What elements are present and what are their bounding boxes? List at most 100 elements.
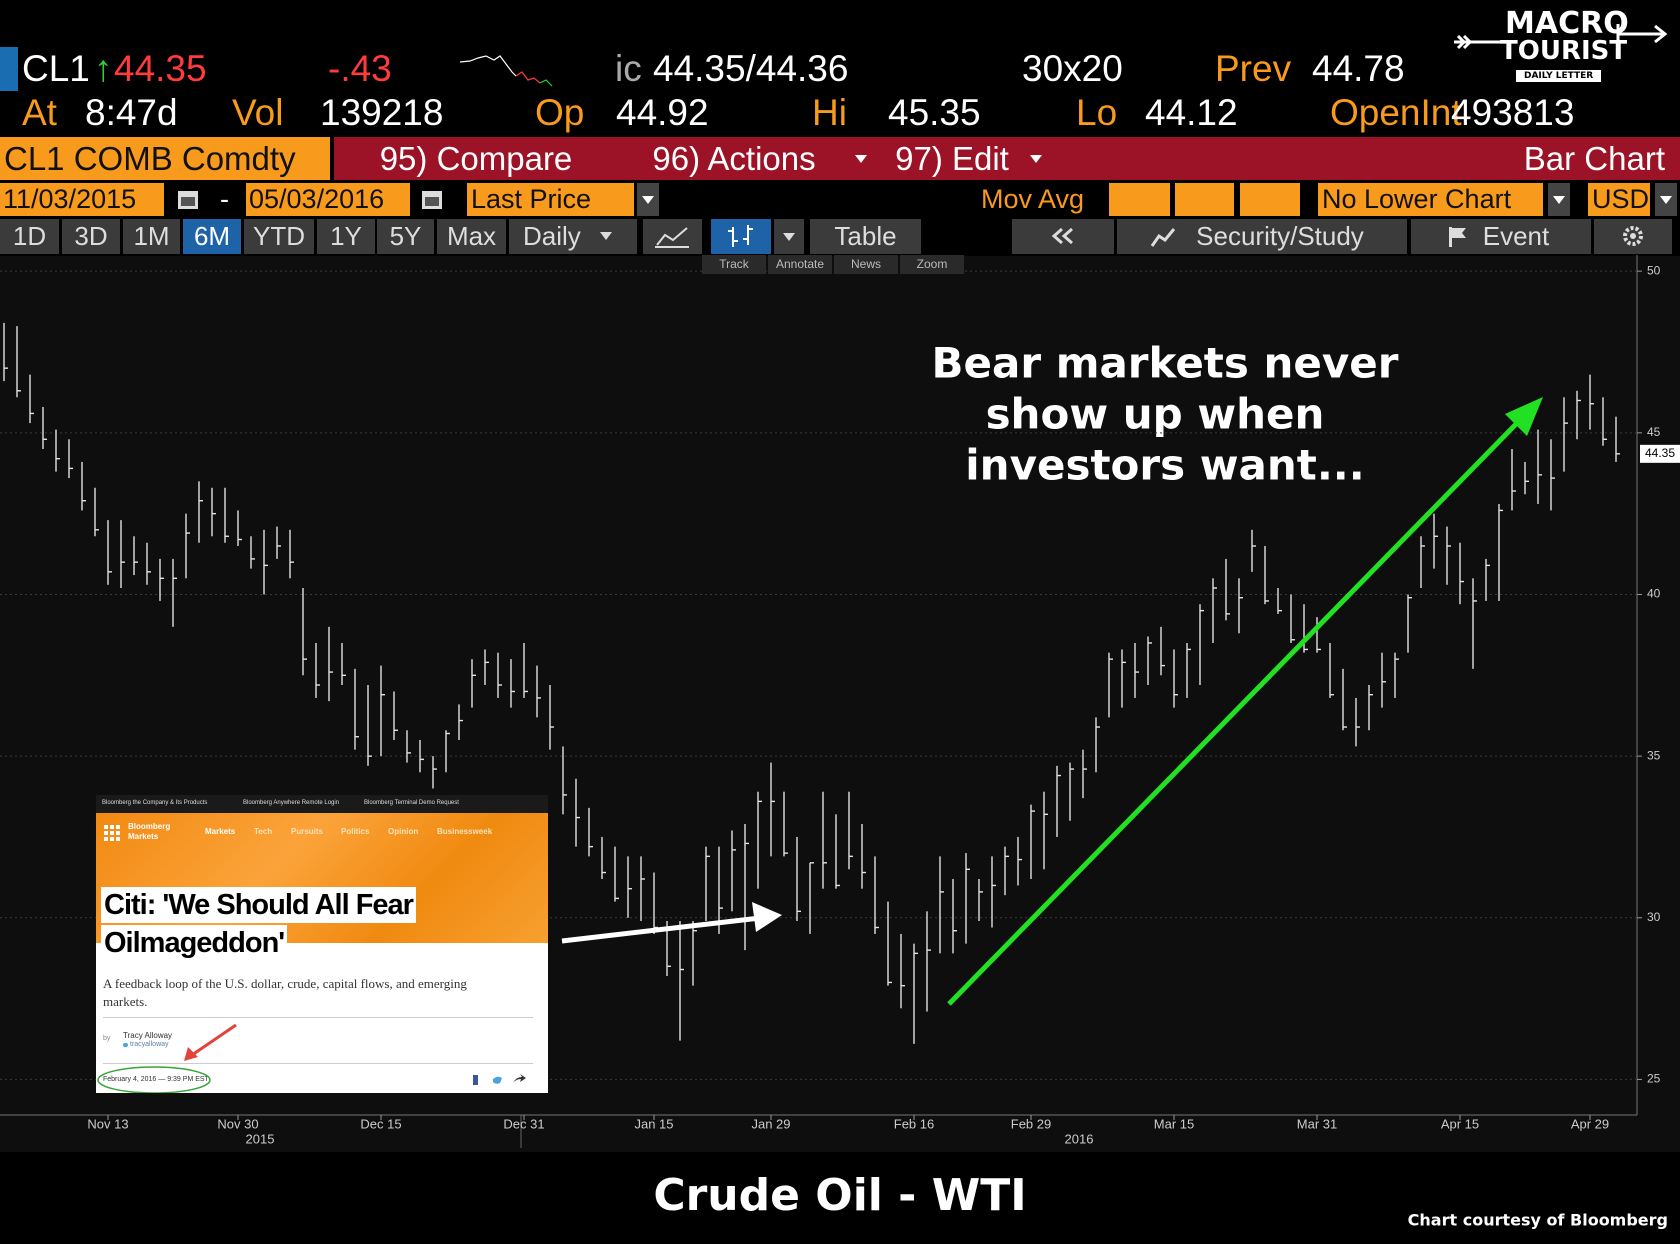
period-button[interactable]: 1Y (317, 219, 375, 254)
y-tick-label: 45 (1647, 425, 1661, 439)
time-value: 8:47d (85, 92, 178, 133)
x-tick-label: Nov 13 (87, 1116, 128, 1131)
top-link: Bloomberg Terminal Demo Request (364, 800, 459, 806)
zoom-tool[interactable]: Zoom (900, 255, 964, 274)
open-value: 44.92 (616, 92, 709, 133)
bid-ask-size: 30x20 (1022, 48, 1123, 89)
y-tick-label: 30 (1647, 910, 1661, 924)
nav-item[interactable]: Pursuits (291, 827, 324, 836)
volume-value: 139218 (320, 92, 444, 133)
period-button[interactable]: 1D (0, 219, 59, 254)
y-tick-label: 50 (1647, 263, 1661, 277)
period-button[interactable]: 3D (62, 219, 120, 254)
dropdown-caret (642, 196, 654, 204)
compare-button[interactable]: 95) Compare (334, 137, 618, 180)
x-tick-label: Feb 16 (894, 1116, 934, 1131)
annotation: investors want... (965, 441, 1364, 490)
period-button[interactable]: 1M (123, 219, 180, 254)
lower-chart-select[interactable]: No Lower Chart (1318, 183, 1543, 216)
logo-line1: MACRO (1505, 6, 1629, 41)
nav-item[interactable]: Politics (341, 827, 370, 836)
publish-date: February 4, 2016 — 9:39 PM EST (103, 1076, 209, 1083)
currency-select[interactable]: USD (1588, 183, 1650, 216)
dropdown-caret (855, 155, 867, 163)
start-date[interactable]: 11/03/2015 (0, 183, 164, 216)
settings-button[interactable] (1594, 219, 1672, 254)
brand-section: Markets (128, 832, 159, 841)
track-tool[interactable]: Track (702, 255, 766, 274)
article-screenshot: Bloomberg the Company & Its Products Blo… (96, 795, 548, 1093)
chart-title: Crude Oil - WTI (653, 1170, 1026, 1221)
time-label: At (22, 92, 57, 133)
period-button[interactable]: 5Y (377, 219, 434, 254)
open-label: Op (535, 92, 585, 133)
credit: Chart courtesy of Bloomberg (1408, 1211, 1668, 1230)
divider (103, 1017, 533, 1018)
period-button-active[interactable]: 6M (183, 219, 241, 254)
security-study-button[interactable]: Security/Study (1117, 219, 1407, 254)
collapse-button[interactable] (1012, 219, 1114, 254)
actions-button[interactable]: 96) Actions (622, 137, 846, 180)
annotation: show up when (986, 390, 1325, 439)
end-date[interactable]: 05/03/2016 (246, 183, 410, 216)
calendar-icon[interactable] (176, 188, 202, 212)
dropdown-caret (1553, 196, 1565, 204)
author-handle: tracyalloway (130, 1041, 169, 1048)
nav-item[interactable]: Opinion (388, 827, 419, 836)
nav-item[interactable]: Markets (205, 827, 236, 836)
author: Tracy Alloway (123, 1031, 173, 1040)
study-icon (1150, 228, 1176, 247)
nav-item[interactable]: Businessweek (437, 827, 493, 836)
line-chart-button[interactable] (643, 219, 702, 254)
open-interest-value: 493813 (1451, 92, 1575, 133)
x-tick-label: Feb 29 (1011, 1116, 1051, 1131)
bid-prefix: ic (615, 48, 642, 89)
study-input[interactable] (1175, 183, 1234, 216)
period-button[interactable]: YTD (244, 219, 314, 254)
field-select[interactable]: Last Price (467, 183, 634, 216)
dropdown-caret (783, 233, 795, 241)
focus-marker (0, 47, 18, 91)
annotate-tool[interactable]: Annotate (768, 255, 832, 274)
high-label: Hi (812, 92, 847, 133)
nav-item[interactable]: Tech (254, 827, 273, 836)
year-label: 2015 (246, 1131, 275, 1146)
bid-ask: 44.35/44.36 (653, 48, 849, 89)
y-tick-label: 40 (1647, 587, 1661, 601)
x-tick-label: Nov 30 (217, 1116, 258, 1131)
share-icons[interactable] (471, 1073, 531, 1087)
x-tick-label: Mar 15 (1154, 1116, 1194, 1131)
open-interest-label: OpenInt (1330, 92, 1462, 133)
study-label: Mov Avg (981, 184, 1085, 214)
table-button[interactable]: Table (810, 219, 921, 254)
period-button[interactable]: Max (437, 219, 506, 254)
callout (97, 1023, 237, 1093)
x-tick-label: Dec 15 (360, 1116, 401, 1131)
study-input[interactable] (1109, 183, 1170, 216)
x-tick-label: Jan 15 (634, 1116, 673, 1131)
deck: A feedback loop of the U.S. dollar, crud… (103, 976, 467, 1009)
net-change: -.43 (328, 48, 392, 89)
tick-arrow: ↑ (94, 48, 113, 89)
frequency-select[interactable]: Daily (509, 219, 637, 254)
twitter-icon (123, 1043, 128, 1047)
x-tick-label: Mar 31 (1297, 1116, 1337, 1131)
chart-type: Bar Chart (1056, 137, 1665, 180)
calendar-icon[interactable] (420, 188, 446, 212)
ticker: CL1 (22, 48, 90, 89)
flag-icon (1449, 227, 1466, 247)
event-button[interactable]: Event (1411, 219, 1591, 254)
bar-chart-button[interactable] (711, 219, 771, 254)
study-input[interactable] (1240, 183, 1300, 216)
security-field[interactable]: CL1 COMB Comdty (0, 137, 330, 180)
dropdown-caret (1660, 196, 1672, 204)
sparkline (460, 55, 553, 87)
brand-icon (104, 825, 120, 841)
edit-button[interactable]: 97) Edit (882, 137, 1022, 180)
news-tool[interactable]: News (834, 255, 898, 274)
last-price: 44.35 (114, 48, 207, 89)
y-tick-label: 25 (1647, 1072, 1661, 1086)
top-strip (96, 795, 548, 813)
